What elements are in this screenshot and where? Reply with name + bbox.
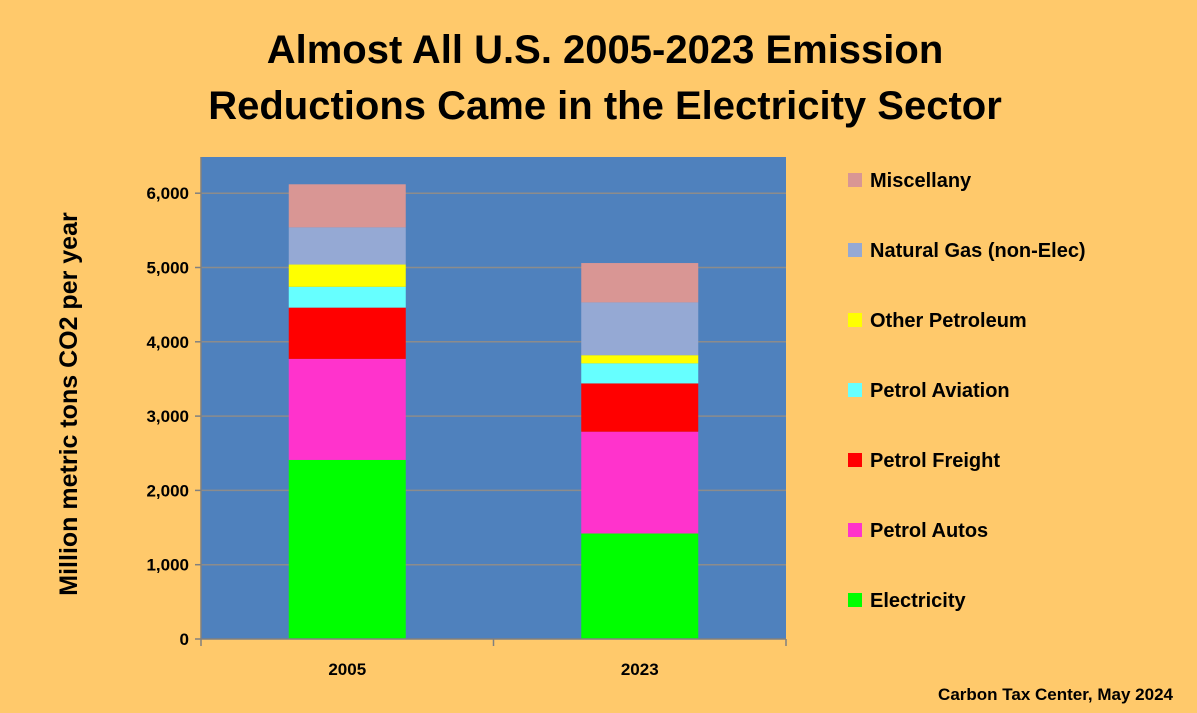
legend-swatch [848, 593, 862, 607]
bar-segment [581, 355, 699, 364]
chart-title-line-1: Almost All U.S. 2005-2023 Emission [266, 28, 944, 72]
y-tick-label: 1,000 [146, 556, 189, 575]
bar-segment [288, 307, 406, 359]
legend-label: Miscellany [870, 170, 972, 192]
x-tick-label: 2023 [621, 660, 659, 679]
legend-label: Natural Gas (non-Elec) [870, 240, 1086, 262]
axes: 0 1,000 2,000 3,000 4,000 5,000 6,000 2005 2023 [146, 157, 787, 679]
legend-swatch [848, 243, 862, 257]
bar-segment [581, 533, 699, 639]
bars [288, 184, 699, 639]
legend-label: Other Petroleum [870, 310, 1027, 332]
bar-segment [288, 459, 406, 639]
chart-title: Almost All U.S. 2005-2023 Emission Reduc… [0, 22, 1197, 134]
y-tick-label: 0 [180, 630, 189, 649]
bar-segment [581, 263, 699, 303]
legend-swatch [848, 313, 862, 327]
legend-swatch [848, 453, 862, 467]
bar-segment [581, 431, 699, 534]
y-axis-label: Million metric tons CO2 per year [55, 212, 83, 596]
bar-segment [288, 184, 406, 228]
x-tick-label: 2005 [328, 660, 366, 679]
y-tick-label: 4,000 [146, 333, 189, 352]
y-tick-label: 2,000 [146, 481, 189, 500]
bar-segment [288, 358, 406, 460]
legend-swatch [848, 523, 862, 537]
legend-label: Petrol Freight [870, 450, 1000, 472]
bar-segment [581, 383, 699, 432]
bar-segment [288, 227, 406, 265]
legend: Miscellany Natural Gas (non-Elec) Other Pe… [848, 170, 1086, 612]
y-tick-label: 5,000 [146, 259, 189, 278]
source-credit: Carbon Tax Center, May 2024 [938, 685, 1173, 704]
legend-label: Petrol Autos [870, 520, 988, 542]
bar-segment [288, 286, 406, 308]
legend-label: Electricity [870, 590, 966, 612]
y-tick-label: 3,000 [146, 407, 189, 426]
bar-segment [288, 264, 406, 287]
legend-label: Petrol Aviation [870, 380, 1010, 402]
chart-title-line-2: Reductions Came in the Electricity Secto… [208, 84, 1002, 128]
legend-swatch [848, 383, 862, 397]
legend-swatch [848, 173, 862, 187]
y-tick-label: 6,000 [146, 184, 189, 203]
bar-segment [581, 302, 699, 356]
bar-segment [581, 363, 699, 384]
